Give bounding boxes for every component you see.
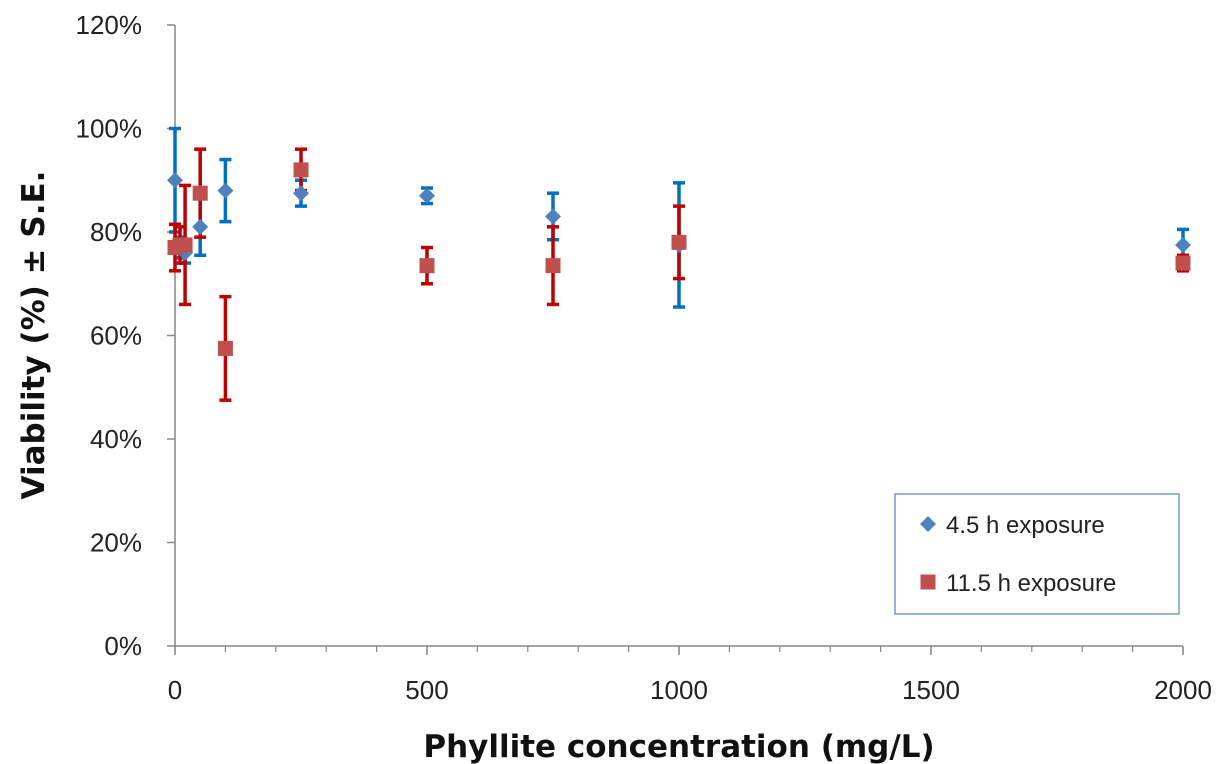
y-tick-label: 60% <box>90 321 142 351</box>
data-point-diamond <box>167 172 183 189</box>
y-tick-label: 40% <box>90 424 142 454</box>
data-point-diamond <box>419 187 435 204</box>
x-tick-label: 1000 <box>650 675 708 705</box>
data-point-square <box>1175 255 1191 271</box>
y-tick-label: 80% <box>90 217 142 247</box>
data-point-square <box>177 237 193 253</box>
tick-labels: 0% 20% 40% 60% 80% 100% 120% 0 500 1000 1500 2000 <box>76 10 1212 705</box>
data-point-diamond <box>192 218 209 235</box>
x-tick-label: 2000 <box>1154 675 1212 705</box>
error-bars <box>169 126 1189 402</box>
legend: 4.5 h exposure 11.5 h exposure <box>894 493 1180 615</box>
data-point-diamond <box>920 516 936 532</box>
legend-label: 11.5 h exposure <box>946 570 1116 597</box>
x-tick-label: 0 <box>168 675 182 705</box>
x-axis-title: Phyllite concentration (mg/L) <box>423 729 934 764</box>
legend-entries: 4.5 h exposure 11.5 h exposure <box>920 512 1116 597</box>
markers <box>167 162 1191 356</box>
y-tick-label: 0% <box>104 631 142 661</box>
data-point-diamond <box>293 185 309 202</box>
y-tick-label: 20% <box>90 528 142 558</box>
data-point-diamond <box>545 208 561 225</box>
data-point-square <box>217 340 233 356</box>
legend-box <box>894 493 1180 615</box>
data-point-diamond <box>217 182 234 199</box>
data-point-square <box>920 574 936 590</box>
data-point-square <box>192 185 208 201</box>
data-point-square <box>545 258 561 274</box>
x-tick-label: 500 <box>405 675 448 705</box>
ticks <box>167 24 1184 655</box>
data-point-square <box>671 234 687 250</box>
y-tick-label: 100% <box>76 114 143 144</box>
legend-label: 4.5 h exposure <box>946 512 1105 539</box>
y-axis-title: Viability (%) ± S.E. <box>16 171 52 500</box>
data-point-square <box>293 162 309 178</box>
y-tick-label: 120% <box>76 10 143 40</box>
data-point-square <box>419 258 435 274</box>
x-tick-label: 1500 <box>902 675 960 705</box>
data-point-diamond <box>1175 236 1191 253</box>
